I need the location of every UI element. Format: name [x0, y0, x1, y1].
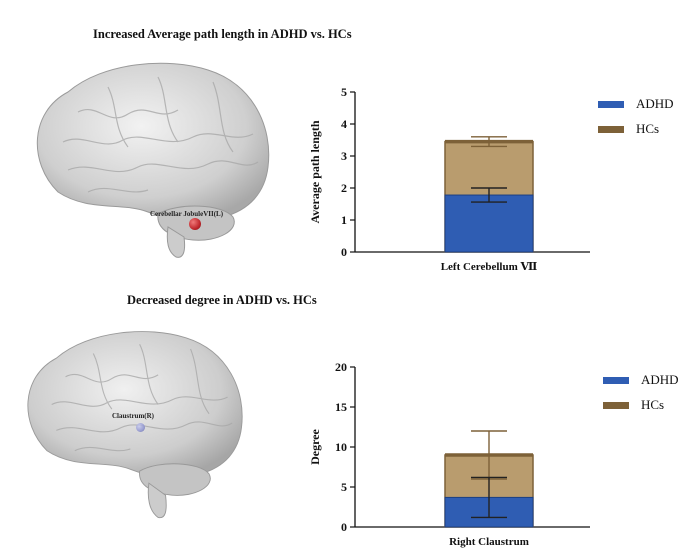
brain-1-illustration: [36, 62, 270, 258]
brain-2-cerebrum: [27, 331, 243, 478]
brain-2-illustration: [27, 331, 243, 519]
y-tick-label: 3: [341, 149, 347, 163]
y-tick-label: 0: [341, 245, 347, 259]
legend-2-swatch-adhd: [603, 377, 629, 384]
brain-1-node-label: Cerebellar JobuleVII(L): [150, 210, 224, 218]
y-tick-label: 5: [341, 480, 347, 494]
y-tick-label: 20: [335, 360, 347, 374]
brain-1-cerebrum: [36, 62, 270, 222]
brain-1-node: [189, 218, 201, 230]
panel-1-title: Increased Average path length in ADHD vs…: [93, 27, 352, 41]
y-tick-label: 5: [341, 85, 347, 99]
chart-1: 0 1 2 3 4 5 Average path length Left Cerebellum…: [308, 85, 590, 273]
brain-1-gyri: [62, 76, 259, 193]
chart-2: 0 5 10 15 20 Degree Right Claustrum: [308, 360, 590, 548]
legend-2-swatch-hcs: [603, 402, 629, 409]
y-tick-label: 15: [335, 400, 347, 414]
y-tick-label: 4: [341, 117, 347, 131]
y-tick-label: 10: [335, 440, 347, 454]
brain-2-node-label: Claustrum(R): [112, 412, 154, 420]
bar-adhd: [444, 194, 534, 253]
y-axis-label: Average path length: [308, 120, 322, 223]
legend-2-label-hcs: HCs: [641, 397, 665, 412]
panel-2-title: Decreased degree in ADHD vs. HCs: [127, 293, 317, 307]
legend-1-swatch-adhd: [598, 101, 624, 108]
y-tick-label: 2: [341, 181, 347, 195]
brain-2-brainstem: [147, 482, 167, 519]
y-tick-label: 0: [341, 520, 347, 534]
brain-1-brainstem: [166, 226, 186, 258]
brain-2-node: [136, 423, 145, 432]
y-axis-label: Degree: [308, 428, 322, 464]
x-tick-label: Right Claustrum: [449, 536, 529, 548]
legend-1-label-adhd: ADHD: [636, 96, 674, 111]
y-tick-label: 1: [341, 213, 347, 227]
brain-2-gyri: [51, 344, 233, 452]
legend-1-label-hcs: HCs: [636, 121, 660, 136]
legend-1-swatch-hcs: [598, 126, 624, 133]
x-tick-label: Left Cerebellum Ⅶ: [441, 261, 538, 273]
legend-2-label-adhd: ADHD: [641, 372, 679, 387]
